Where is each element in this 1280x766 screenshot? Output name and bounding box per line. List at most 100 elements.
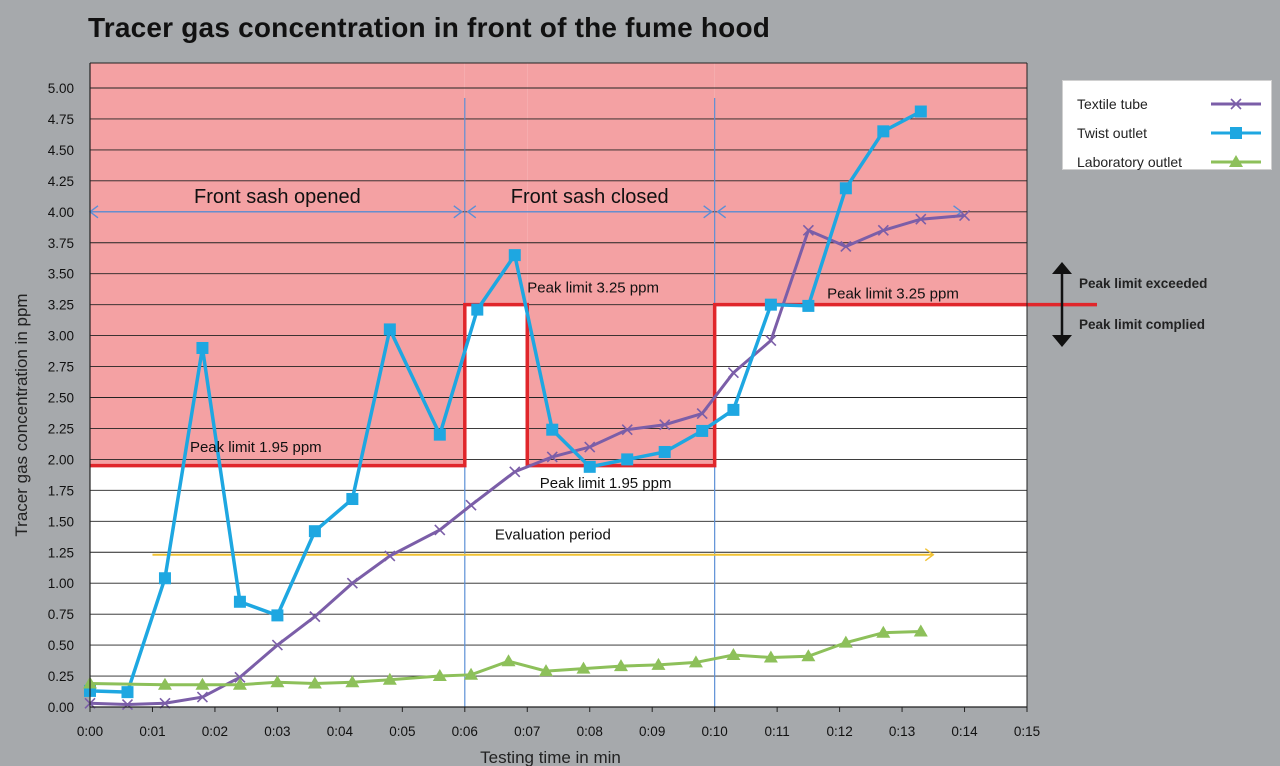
- x-tick-label: 0:12: [826, 724, 852, 739]
- data-point: [877, 224, 889, 236]
- marker-stroke: [621, 424, 633, 436]
- x-tick-label: 0:08: [577, 724, 603, 739]
- limit-zones: [90, 63, 1027, 707]
- series-line: [89, 629, 921, 687]
- y-tick-label: 0.00: [48, 700, 74, 715]
- data-point: [659, 419, 671, 431]
- marker-stroke: [465, 499, 477, 511]
- data-point: [383, 323, 396, 336]
- side-arrow-up: [1052, 262, 1072, 274]
- data-point: [471, 303, 484, 316]
- data-point: [876, 625, 891, 638]
- marker-stroke: [696, 408, 708, 420]
- data-point: [958, 209, 971, 222]
- data-point: [157, 677, 172, 690]
- legend: Textile tube Twist outlet Laboratory out…: [1062, 80, 1272, 170]
- data-point: [158, 572, 171, 585]
- data-point: [658, 445, 671, 458]
- arrow-head: [466, 205, 477, 219]
- y-tick-label: 3.50: [48, 267, 74, 282]
- series-line: [89, 214, 965, 707]
- y-tick-label: 0.25: [48, 669, 74, 684]
- marker-stroke: [121, 698, 134, 711]
- exceeded-zone-3: [714, 63, 1027, 305]
- data-point: [195, 677, 210, 690]
- data-point: [913, 624, 928, 637]
- marker-stroke: [234, 671, 246, 683]
- peak-limit-annotation: Peak limit 1.95 ppm: [540, 475, 672, 492]
- marker-stroke: [1230, 97, 1242, 110]
- data-point: [345, 675, 360, 688]
- series-group: [83, 105, 971, 711]
- data-point: [546, 451, 558, 463]
- data-point: [308, 525, 321, 538]
- phase-label: Front sash opened: [194, 186, 361, 208]
- data-point: [346, 577, 358, 589]
- x-tick-label: 0:15: [1014, 724, 1040, 739]
- arrow-head: [924, 548, 935, 562]
- marker-stroke: [346, 577, 358, 589]
- exceeded-zone-2: [527, 63, 715, 466]
- legend-swatch-twist-outlet: [1211, 126, 1261, 139]
- x-tick-label: 0:04: [327, 724, 354, 739]
- y-tick-label: 2.00: [48, 452, 74, 467]
- series-twist-outlet: [84, 105, 927, 699]
- x-tick-label: 0:00: [77, 724, 103, 739]
- marker-stroke: [765, 334, 777, 347]
- x-tick-label: 0:14: [951, 724, 978, 739]
- marker-stroke: [546, 451, 558, 463]
- marker-stroke: [840, 240, 852, 253]
- side-arrow-down: [1052, 335, 1072, 347]
- data-point: [234, 671, 246, 683]
- data-point: [651, 657, 666, 670]
- marker-stroke: [309, 611, 321, 623]
- x-tick-label: 0:13: [889, 724, 915, 739]
- data-point: [763, 650, 778, 663]
- data-point: [727, 367, 739, 379]
- marker-stroke: [384, 550, 396, 562]
- data-point: [839, 182, 852, 195]
- series-laboratory-outlet: [83, 624, 928, 690]
- data-point: [382, 672, 397, 685]
- data-point: [621, 453, 634, 466]
- data-point: [915, 213, 927, 225]
- data-point: [196, 341, 209, 354]
- y-tick-label: 2.50: [48, 391, 74, 406]
- axes: 0.00 0.25 0.50 0.75 1.00 1.25 1.50 1.75 2.00 2.25…: [12, 63, 1040, 766]
- y-tick-label: 3.25: [48, 298, 74, 313]
- exceeded-zone-0: [90, 63, 465, 466]
- data-point: [1229, 154, 1243, 167]
- arrow-head: [716, 205, 727, 219]
- y-tick-label: 4.75: [48, 112, 74, 127]
- x-tick-label: 0:10: [702, 724, 728, 739]
- data-point: [584, 441, 596, 453]
- data-point: [801, 649, 816, 662]
- peak-limit-step-line: [90, 302, 1097, 468]
- x-tick-label: 0:07: [514, 724, 540, 739]
- data-point: [509, 466, 521, 478]
- legend-swatch-laboratory-outlet: [1211, 154, 1261, 167]
- data-point: [465, 499, 477, 511]
- y-tick-label: 2.75: [48, 360, 74, 375]
- data-point: [271, 639, 283, 651]
- marker-stroke: [877, 224, 889, 236]
- marker-stroke: [802, 224, 814, 236]
- data-point: [546, 423, 559, 436]
- data-point: [346, 493, 359, 506]
- y-axis-label: Tracer gas concentration in ppm: [12, 293, 31, 536]
- x-tick-label: 0:11: [764, 724, 789, 739]
- data-point: [877, 125, 890, 138]
- data-point: [508, 249, 521, 262]
- y-tick-label: 1.75: [48, 483, 74, 498]
- y-tick-label: 0.50: [48, 638, 74, 653]
- legend-entry-textile-tube: Textile tube: [1077, 89, 1261, 118]
- data-point: [576, 661, 591, 674]
- y-tick-label: 5.00: [48, 81, 74, 96]
- phase-label: Front sash closed: [511, 186, 669, 208]
- data-point: [840, 240, 852, 253]
- y-tick-label: 3.00: [48, 329, 74, 344]
- marker-stroke: [958, 209, 971, 222]
- legend-label: Laboratory outlet: [1077, 153, 1183, 170]
- data-point: [232, 677, 247, 690]
